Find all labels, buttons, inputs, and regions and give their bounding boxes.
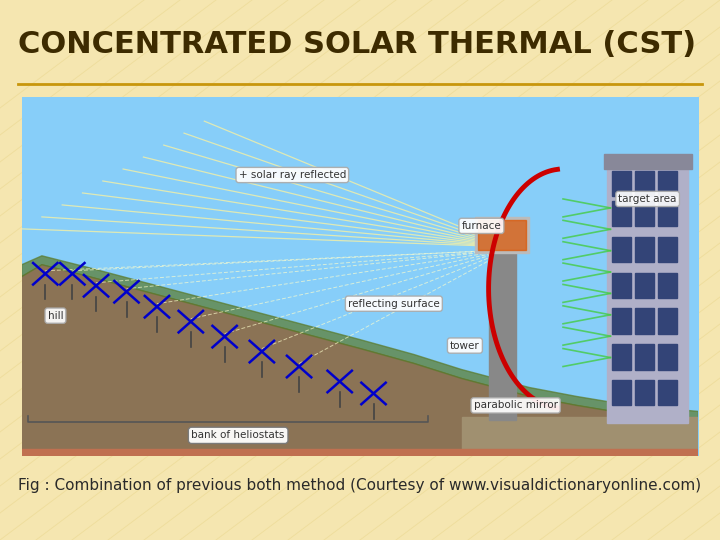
Text: reflecting surface: reflecting surface bbox=[348, 299, 440, 309]
Bar bbox=[659, 171, 678, 196]
Bar bbox=[613, 380, 631, 406]
Text: tower: tower bbox=[450, 341, 480, 350]
Polygon shape bbox=[475, 217, 529, 253]
Polygon shape bbox=[603, 154, 692, 169]
Polygon shape bbox=[607, 169, 688, 423]
Text: parabolic mirror: parabolic mirror bbox=[474, 401, 558, 410]
Text: + solar ray reflected: + solar ray reflected bbox=[238, 170, 346, 180]
Bar bbox=[613, 237, 631, 262]
Bar bbox=[636, 345, 654, 369]
Bar bbox=[636, 171, 654, 196]
Polygon shape bbox=[22, 449, 698, 456]
Bar bbox=[613, 273, 631, 298]
Polygon shape bbox=[22, 265, 698, 456]
Bar bbox=[659, 308, 678, 334]
Polygon shape bbox=[22, 256, 698, 420]
Polygon shape bbox=[462, 417, 698, 456]
Bar bbox=[636, 308, 654, 334]
Bar bbox=[613, 308, 631, 334]
Bar bbox=[659, 201, 678, 226]
Polygon shape bbox=[489, 241, 516, 420]
Bar bbox=[613, 171, 631, 196]
Bar bbox=[659, 380, 678, 406]
Text: furnace: furnace bbox=[462, 221, 501, 231]
Bar bbox=[659, 273, 678, 298]
Bar bbox=[613, 345, 631, 369]
Text: bank of heliostats: bank of heliostats bbox=[192, 430, 285, 440]
Text: CONCENTRATED SOLAR THERMAL (CST): CONCENTRATED SOLAR THERMAL (CST) bbox=[18, 30, 696, 59]
Text: target area: target area bbox=[618, 194, 677, 204]
Text: hill: hill bbox=[48, 310, 63, 321]
Bar bbox=[636, 201, 654, 226]
Bar bbox=[636, 380, 654, 406]
Polygon shape bbox=[478, 220, 526, 250]
Bar bbox=[636, 273, 654, 298]
Bar bbox=[659, 237, 678, 262]
Text: Fig : Combination of previous both method (Courtesy of www.visualdictionaryonlin: Fig : Combination of previous both metho… bbox=[18, 478, 701, 493]
Bar bbox=[659, 345, 678, 369]
Bar bbox=[636, 237, 654, 262]
Bar bbox=[613, 201, 631, 226]
